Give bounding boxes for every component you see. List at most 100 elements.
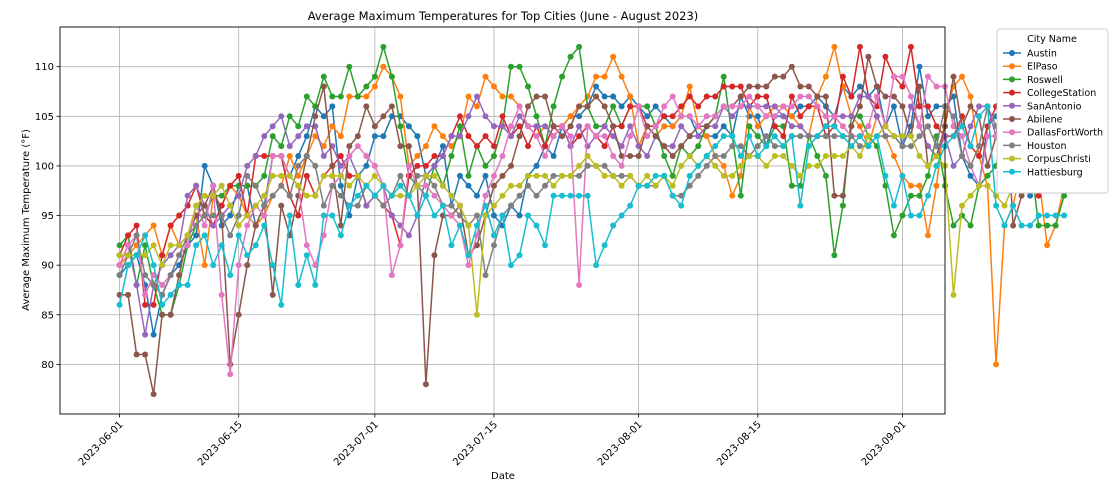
data-point	[201, 262, 208, 269]
data-point	[993, 361, 1000, 368]
data-point	[984, 162, 991, 169]
data-point	[924, 113, 931, 120]
data-point	[490, 232, 497, 239]
data-point	[388, 73, 395, 80]
data-point	[473, 212, 480, 219]
series-Hattiesburg	[116, 103, 1068, 308]
data-point	[456, 113, 463, 120]
chart-title: Average Maximum Temperatures for Top Cit…	[308, 9, 699, 23]
data-point	[227, 202, 234, 209]
data-point	[448, 202, 455, 209]
data-point	[167, 252, 174, 259]
data-point	[422, 182, 429, 189]
data-point	[329, 172, 336, 179]
data-point	[159, 311, 166, 318]
data-point	[746, 153, 753, 159]
data-point	[516, 103, 523, 110]
data-point	[159, 282, 166, 288]
data-point	[218, 291, 225, 298]
data-point	[227, 272, 234, 279]
data-point	[184, 232, 191, 239]
data-point	[763, 83, 770, 90]
data-point	[916, 83, 923, 90]
data-point	[618, 182, 625, 189]
data-point	[839, 73, 846, 80]
data-point	[346, 212, 353, 219]
data-point	[286, 143, 293, 150]
data-point	[746, 123, 753, 130]
data-point	[695, 172, 702, 179]
data-point	[618, 153, 625, 159]
data-point	[729, 113, 736, 120]
data-point	[899, 103, 906, 110]
data-point	[363, 83, 370, 90]
data-point	[422, 162, 429, 169]
data-point	[150, 391, 157, 398]
data-point	[686, 113, 693, 120]
data-point	[235, 262, 242, 269]
data-point	[822, 93, 829, 100]
data-point	[252, 202, 259, 209]
data-point	[856, 153, 863, 159]
data-point	[269, 133, 276, 140]
data-point	[805, 133, 812, 140]
data-point	[456, 222, 463, 229]
data-point	[371, 123, 378, 130]
data-point	[295, 282, 302, 288]
data-point	[576, 133, 583, 140]
data-point	[661, 113, 668, 120]
series-line	[118, 105, 1065, 306]
data-point	[924, 73, 931, 80]
data-point	[856, 143, 863, 150]
data-point	[703, 153, 710, 159]
data-point	[873, 93, 880, 100]
data-point	[295, 212, 302, 219]
data-point	[142, 242, 149, 249]
data-point	[873, 103, 880, 110]
data-point	[669, 192, 676, 199]
data-point	[550, 103, 557, 110]
data-point	[482, 202, 489, 209]
data-point	[865, 53, 872, 60]
data-point	[142, 252, 149, 259]
data-point	[652, 172, 659, 179]
data-point	[644, 113, 651, 120]
data-point	[456, 123, 463, 130]
data-point	[712, 143, 719, 150]
data-point	[635, 143, 642, 150]
data-point	[984, 182, 991, 189]
data-point	[142, 232, 149, 239]
data-point	[873, 113, 880, 120]
data-point	[278, 182, 285, 189]
series-layer	[116, 43, 1068, 398]
data-point	[542, 242, 549, 249]
data-point	[959, 133, 966, 140]
data-point	[482, 272, 489, 279]
data-point	[924, 123, 931, 130]
data-point	[848, 143, 855, 150]
data-point	[865, 133, 872, 140]
data-point	[907, 192, 914, 199]
data-point	[312, 162, 319, 169]
data-point	[346, 172, 353, 179]
data-point	[525, 143, 532, 150]
data-point	[763, 162, 770, 169]
data-point	[839, 192, 846, 199]
data-point	[669, 182, 676, 189]
data-point	[916, 63, 923, 70]
data-point	[303, 172, 310, 179]
data-point	[439, 202, 446, 209]
data-point	[899, 83, 906, 90]
data-point	[618, 212, 625, 219]
data-point	[473, 242, 480, 249]
data-point	[431, 192, 438, 199]
data-point	[252, 153, 259, 159]
data-point	[482, 113, 489, 120]
data-point	[167, 311, 174, 318]
data-point	[788, 182, 795, 189]
data-point	[508, 182, 515, 189]
data-point	[729, 133, 736, 140]
data-point	[720, 133, 727, 140]
data-point	[329, 93, 336, 100]
data-point	[831, 153, 838, 159]
